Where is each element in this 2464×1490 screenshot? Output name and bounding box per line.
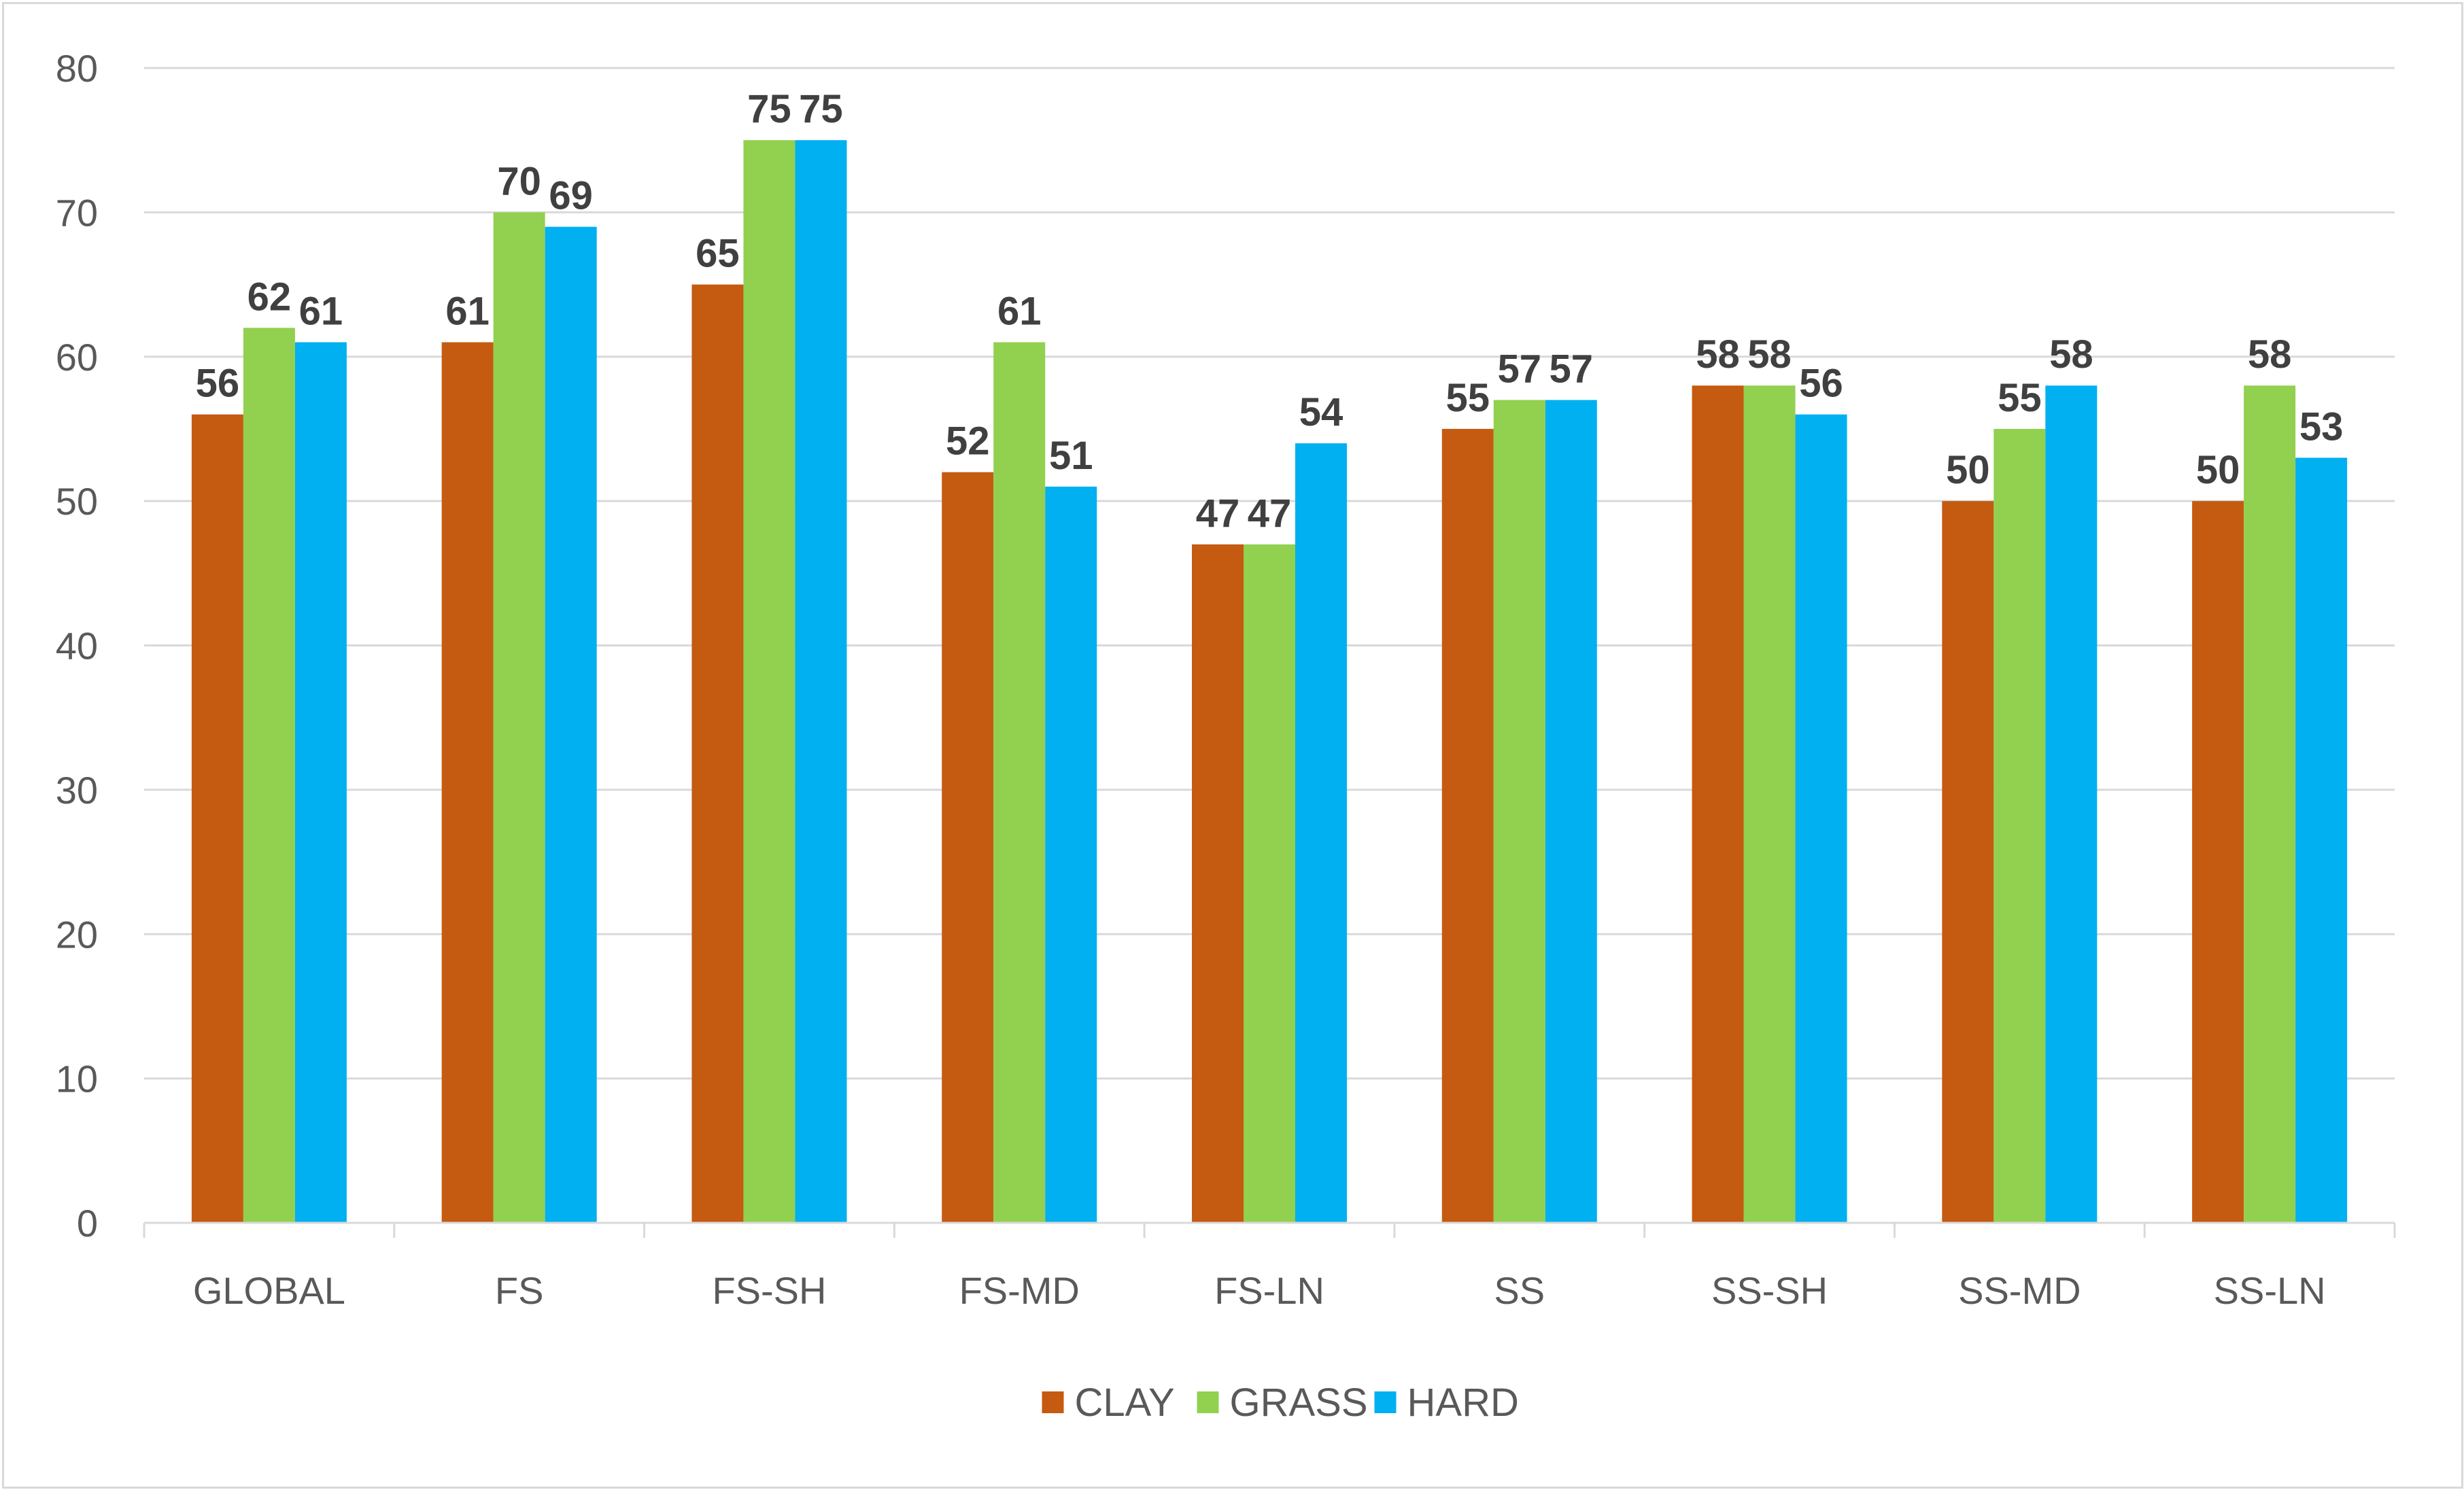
data-label-hard-fs-ln: 54: [1299, 390, 1344, 434]
bar-clay-ss-ln: [2192, 501, 2244, 1223]
y-axis-ticks: 0 10 20 30 40 50 60 70 80: [56, 47, 98, 1245]
bars: [191, 140, 2348, 1224]
data-label-grass-global: 62: [247, 275, 292, 319]
x-axis: [143, 1222, 2396, 1238]
x-tick-label: GLOBAL: [193, 1269, 345, 1312]
bar-grass-global: [243, 328, 295, 1223]
data-label-grass-ss-sh: 58: [1747, 332, 1792, 377]
bar-grass-ss-sh: [1743, 385, 1796, 1223]
bar-hard-fs-sh: [795, 140, 847, 1223]
x-tick-label: SS-LN: [2214, 1269, 2326, 1312]
legend-swatch-grass: [1197, 1391, 1219, 1413]
bar-hard-fs-md: [1045, 486, 1097, 1224]
data-label-grass-fs-sh: 75: [747, 87, 791, 131]
x-tick-label: SS-MD: [1958, 1269, 2081, 1312]
data-label-hard-global: 61: [299, 290, 343, 334]
bar-grass-ss-md: [1994, 428, 2046, 1223]
data-label-clay-fs-md: 52: [946, 419, 990, 464]
y-tick-label: 70: [56, 191, 98, 234]
x-tick-label: FS-SH: [712, 1269, 826, 1312]
bar-hard-fs-ln: [1295, 443, 1347, 1223]
y-tick-label: 40: [56, 625, 98, 668]
bar-clay-ss: [1441, 428, 1494, 1223]
y-tick-label: 80: [56, 47, 98, 90]
y-tick-label: 30: [56, 769, 98, 812]
y-tick-label: 10: [56, 1058, 98, 1101]
legend-swatch-clay: [1042, 1391, 1064, 1413]
data-label-hard-ss: 57: [1550, 347, 1594, 391]
bar-grass-fs-sh: [743, 140, 795, 1223]
data-label-grass-ss-ln: 58: [2248, 332, 2292, 377]
bar-hard-global: [294, 342, 347, 1224]
data-label-hard-ss-sh: 56: [1799, 362, 1843, 406]
data-label-clay-ss-ln: 50: [2196, 448, 2240, 492]
legend-swatch-hard: [1374, 1391, 1397, 1413]
data-label-hard-ss-ln: 53: [2299, 404, 2344, 449]
category-labels: GLOBAL FS FS-SH FS-MD FS-LN SS SS-SH SS-MD SS-LN: [193, 1269, 2326, 1312]
bar-grass-ss: [1493, 400, 1545, 1223]
data-label-clay-ss: 55: [1446, 376, 1490, 420]
data-label-clay-fs: 61: [445, 290, 490, 334]
data-label-hard-ss-md: 58: [2049, 332, 2093, 377]
bar-grass-fs: [493, 212, 545, 1223]
bar-clay-fs: [441, 342, 494, 1224]
bar-hard-ss-ln: [2295, 457, 2348, 1223]
bar-grass-ss-ln: [2244, 385, 2296, 1223]
data-label-hard-fs-sh: 75: [799, 87, 843, 131]
data-label-grass-fs: 70: [497, 159, 541, 203]
legend-label-clay: CLAY: [1075, 1381, 1175, 1425]
data-label-grass-ss-md: 55: [1998, 376, 2042, 420]
x-tick-label: FS: [495, 1269, 544, 1312]
legend-label-hard: HARD: [1407, 1381, 1519, 1425]
bar-clay-ss-sh: [1692, 385, 1744, 1223]
y-tick-label: 20: [56, 913, 98, 956]
bar-clay-fs-sh: [691, 284, 744, 1223]
data-label-clay-ss-sh: 58: [1696, 332, 1740, 377]
data-label-grass-ss: 57: [1498, 347, 1542, 391]
data-label-clay-fs-sh: 65: [696, 232, 740, 276]
y-tick-label: 0: [77, 1202, 98, 1245]
data-label-hard-fs: 69: [549, 174, 593, 218]
bar-clay-fs-md: [942, 472, 994, 1223]
x-tick-label: SS: [1494, 1269, 1545, 1312]
data-label-clay-global: 56: [196, 362, 240, 406]
bar-grass-fs-md: [993, 342, 1046, 1224]
bar-hard-ss-md: [2045, 385, 2098, 1223]
data-label-hard-fs-md: 51: [1049, 434, 1093, 478]
y-tick-label: 60: [56, 336, 98, 379]
bar-hard-ss: [1545, 400, 1597, 1223]
bar-hard-fs: [545, 226, 597, 1223]
bar-hard-ss-sh: [1795, 414, 1847, 1224]
data-label-clay-fs-ln: 47: [1196, 491, 1240, 536]
x-tick-label: FS-MD: [959, 1269, 1080, 1312]
bar-grass-fs-ln: [1244, 544, 1295, 1223]
legend-label-grass: GRASS: [1230, 1381, 1368, 1425]
legend: CLAY GRASS HARD: [1042, 1381, 1519, 1425]
data-label-grass-fs-ln: 47: [1248, 491, 1292, 536]
bar-clay-global: [191, 414, 243, 1224]
data-label-grass-fs-md: 61: [997, 290, 1042, 334]
x-tick-label: FS-LN: [1214, 1269, 1324, 1312]
bar-clay-fs-ln: [1192, 544, 1244, 1223]
x-tick-label: SS-SH: [1711, 1269, 1828, 1312]
bar-clay-ss-md: [1942, 501, 1994, 1223]
data-label-clay-ss-md: 50: [1946, 448, 1990, 492]
y-tick-label: 50: [56, 480, 98, 523]
